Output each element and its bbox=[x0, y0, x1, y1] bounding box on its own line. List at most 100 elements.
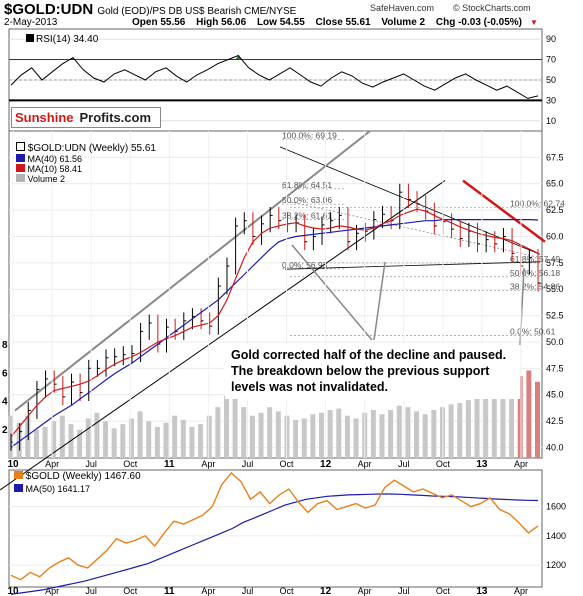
gold-x-tick-label: Jul bbox=[85, 586, 97, 596]
volume-bar bbox=[370, 410, 376, 458]
ma40-legend-icon bbox=[16, 154, 25, 162]
price-x-tick-label: 10 bbox=[7, 459, 19, 470]
price-tick-label: 52.5 bbox=[546, 311, 564, 321]
volume-tick-label: 4 bbox=[2, 397, 8, 408]
volume-bar bbox=[310, 414, 316, 458]
price-legend-icon bbox=[16, 142, 25, 151]
price-legend: $GOLD:UDN (Weekly) 55.61 bbox=[16, 142, 156, 154]
gold-price-line bbox=[10, 471, 539, 581]
sunshineprofits-logo: Sunshine Profits.com bbox=[11, 107, 161, 128]
volume-legend: Volume 2 bbox=[16, 174, 65, 184]
volume-bar bbox=[172, 415, 178, 458]
price-x-tick-label: Apr bbox=[45, 459, 59, 469]
volume-bar bbox=[189, 426, 195, 458]
volume-bar bbox=[465, 400, 471, 458]
volume-bar bbox=[474, 397, 480, 458]
volume-bar bbox=[249, 415, 255, 458]
symbol: $GOLD:UDN bbox=[4, 1, 94, 18]
low-value: Low 54.55 bbox=[256, 17, 305, 28]
gold-x-tick-label: Apr bbox=[514, 586, 528, 596]
symbol-description: Gold (EOD)/PS DB US$ Bearish CME/NYSE bbox=[97, 6, 297, 17]
volume-bar bbox=[301, 418, 307, 458]
gold-tick-label: 1400 bbox=[546, 531, 566, 541]
price-tick-label: 57.5 bbox=[546, 258, 564, 268]
volume-bar bbox=[414, 411, 420, 458]
fib-level-label: 0.0%: 56.93 bbox=[282, 260, 328, 270]
price-tick-label: 40.0 bbox=[546, 442, 564, 452]
volume-bar bbox=[267, 407, 273, 458]
volume-bar bbox=[448, 404, 454, 458]
volume-bar bbox=[431, 410, 437, 458]
volume-bar bbox=[491, 393, 497, 458]
price-x-tick-label: Apr bbox=[201, 459, 215, 469]
gold-x-tick-label: Oct bbox=[123, 586, 138, 596]
fib-level-label: 38.2%: 54.86 bbox=[510, 282, 560, 292]
volume-bar bbox=[500, 395, 506, 458]
volume-legend-icon bbox=[16, 174, 25, 182]
volume-bar bbox=[509, 390, 515, 458]
rsi-overbought-fill bbox=[70, 55, 242, 60]
volume-bar bbox=[42, 426, 48, 458]
price-x-tick-label: Jul bbox=[242, 459, 254, 469]
fib-level-label: 61.8%: 57.49 bbox=[510, 254, 560, 264]
chart-header-title: $GOLD:UDN Gold (EOD)/PS DB US$ Bearish C… bbox=[4, 1, 296, 18]
volume-bar bbox=[344, 415, 350, 458]
volume-bar bbox=[51, 421, 57, 458]
rsi-tick-label: 70 bbox=[546, 55, 556, 65]
price-tick-label: 55.0 bbox=[546, 284, 564, 294]
ma40-legend: MA(40) 61.56 bbox=[16, 154, 82, 164]
volume-bar bbox=[517, 376, 523, 458]
fib-level-label: 100.0%: 62.74 bbox=[510, 199, 565, 209]
high-value: High 56.06 bbox=[196, 17, 247, 28]
ohlc-readout: Open 55.56 High 56.06 Low 54.55 Close 55… bbox=[132, 17, 546, 28]
volume-tick-label: 6 bbox=[2, 368, 8, 379]
price-x-tick-label: Jul bbox=[85, 459, 97, 469]
volume-bar bbox=[77, 429, 83, 458]
volume-bar bbox=[163, 422, 169, 458]
gold-legend: $GOLD (Weekly) 1467.60 bbox=[14, 471, 141, 482]
volume-bar bbox=[405, 407, 411, 458]
volume-bar bbox=[275, 411, 281, 458]
gold-ma50-legend-icon bbox=[14, 484, 23, 492]
volume-value: Volume 2 bbox=[381, 17, 426, 28]
gold-x-tick-label: Apr bbox=[358, 586, 372, 596]
volume-bar bbox=[258, 412, 264, 458]
volume-bar bbox=[336, 408, 342, 458]
gold-x-tick-label: Apr bbox=[45, 586, 59, 596]
fib-level-label: 61.8%: 64.51 bbox=[282, 180, 332, 190]
volume-bar bbox=[379, 414, 385, 458]
volume-bar bbox=[422, 414, 428, 458]
gold-x-tick-label: Oct bbox=[280, 586, 295, 596]
volume-bar bbox=[120, 424, 126, 458]
price-x-tick-label: 12 bbox=[320, 459, 332, 470]
volume-bar bbox=[206, 415, 212, 458]
gold-ma50-line bbox=[10, 493, 539, 595]
source-safehaven: SafeHaven.com bbox=[370, 3, 435, 13]
price-x-tick-label: Oct bbox=[280, 459, 295, 469]
gold-x-tick-label: Jul bbox=[242, 586, 254, 596]
volume-bar bbox=[319, 412, 325, 458]
price-x-tick-label: 11 bbox=[164, 459, 175, 470]
dotted-channel-line bbox=[289, 201, 541, 258]
source-stockcharts: © StockCharts.com bbox=[453, 3, 531, 13]
volume-tick-label: 2 bbox=[2, 425, 8, 436]
rsi-tick-label: 90 bbox=[546, 34, 556, 44]
gold-x-tick-label: 12 bbox=[320, 586, 332, 596]
gold-ma50-legend: MA(50) 1641.17 bbox=[14, 484, 90, 494]
volume-bar bbox=[327, 410, 333, 458]
gold-x-tick-label: 10 bbox=[7, 586, 19, 596]
price-x-tick-label: 13 bbox=[476, 459, 488, 470]
gold-x-tick-label: Jul bbox=[398, 586, 410, 596]
volume-bar bbox=[223, 395, 229, 458]
volume-bar bbox=[232, 398, 238, 458]
ma10-line bbox=[10, 208, 539, 438]
gold-panel-frame bbox=[8, 469, 543, 588]
price-panel-frame bbox=[8, 130, 543, 459]
price-tick-label: 45.0 bbox=[546, 390, 564, 400]
volume-bar bbox=[33, 429, 39, 458]
volume-bar bbox=[111, 428, 117, 458]
price-x-tick-label: Apr bbox=[514, 459, 528, 469]
price-tick-label: 60.0 bbox=[546, 231, 564, 241]
volume-bar bbox=[535, 381, 540, 458]
gold-x-tick-label: Apr bbox=[201, 586, 215, 596]
